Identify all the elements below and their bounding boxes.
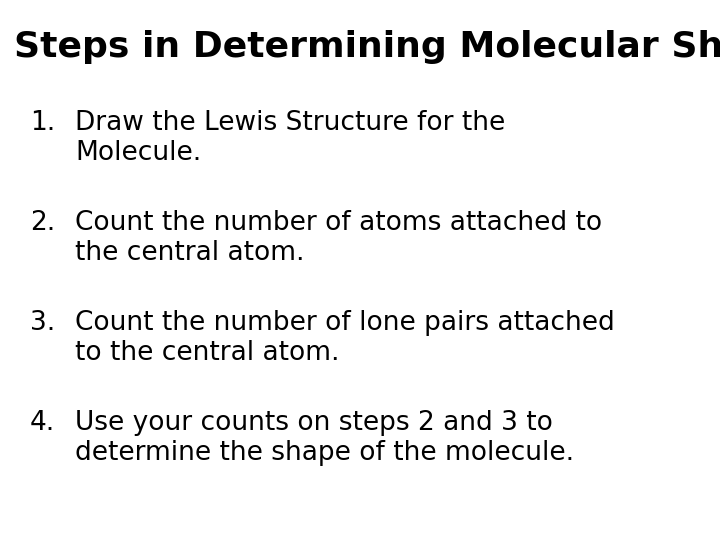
Text: Count the number of atoms attached to: Count the number of atoms attached to — [75, 210, 602, 236]
Text: Steps in Determining Molecular Shape: Steps in Determining Molecular Shape — [14, 30, 720, 64]
Text: Use your counts on steps 2 and 3 to: Use your counts on steps 2 and 3 to — [75, 410, 553, 436]
Text: 1.: 1. — [30, 110, 55, 136]
Text: Molecule.: Molecule. — [75, 140, 202, 166]
Text: 3.: 3. — [30, 310, 55, 336]
Text: determine the shape of the molecule.: determine the shape of the molecule. — [75, 440, 574, 466]
Text: 4.: 4. — [30, 410, 55, 436]
Text: Count the number of lone pairs attached: Count the number of lone pairs attached — [75, 310, 615, 336]
Text: the central atom.: the central atom. — [75, 240, 305, 266]
Text: 2.: 2. — [30, 210, 55, 236]
Text: Draw the Lewis Structure for the: Draw the Lewis Structure for the — [75, 110, 505, 136]
Text: to the central atom.: to the central atom. — [75, 340, 340, 366]
